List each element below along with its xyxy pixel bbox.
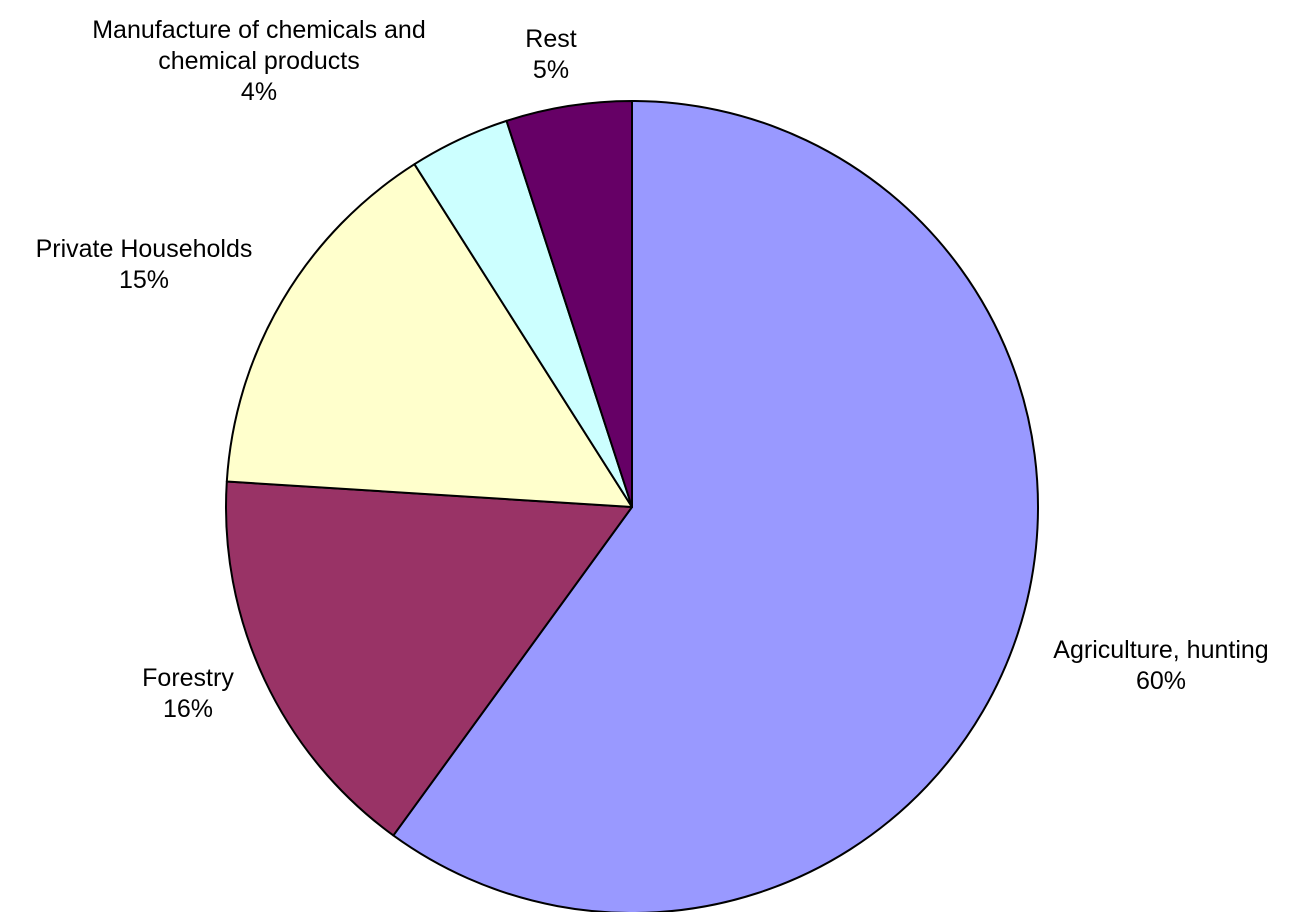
- data-label-percent: 60%: [1136, 667, 1186, 695]
- data-label-agriculture-hunting: Agriculture, hunting 60%: [1053, 636, 1268, 695]
- pie-slices: [225, 100, 1039, 912]
- slice-agriculture-hunting: [392, 100, 1039, 912]
- data-label-name: Rest: [525, 25, 576, 53]
- data-label-name: Agriculture, hunting: [1053, 636, 1268, 664]
- data-label-private-households: Private Households 15%: [36, 235, 253, 294]
- data-label-percent: 5%: [533, 56, 569, 84]
- data-label-percent: 16%: [163, 695, 213, 723]
- data-label-forestry: Forestry 16%: [142, 664, 234, 723]
- slice-private-households: [225, 163, 633, 508]
- pie-labels: Agriculture, hunting 60% Forestry 16% Privat…: [36, 16, 1269, 723]
- data-label-percent: 4%: [241, 78, 277, 106]
- data-label-name: Forestry: [142, 664, 234, 692]
- slice-rest: [505, 100, 633, 508]
- data-label-name: Manufacture of chemicals and: [92, 16, 426, 44]
- data-label-name: chemical products: [158, 47, 359, 75]
- data-label-percent: 15%: [119, 266, 169, 294]
- data-label-rest: Rest 5%: [525, 25, 576, 84]
- data-label-manufacture-of-chemicals-and-chemical-products: Manufacture of chemicals and chemical pro…: [92, 16, 426, 106]
- data-label-name: Private Households: [36, 235, 253, 263]
- slice-forestry: [225, 480, 633, 837]
